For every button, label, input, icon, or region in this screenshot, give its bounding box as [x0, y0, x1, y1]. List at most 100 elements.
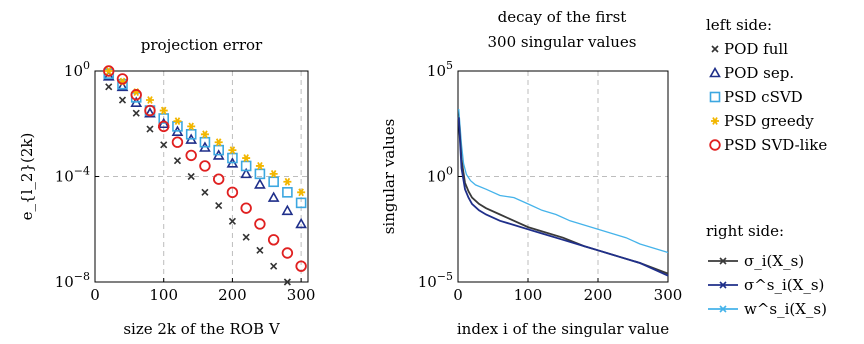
- point-2-10: [240, 160, 252, 172]
- point-4-14: [295, 260, 307, 272]
- y-tick-label-0: 105: [427, 59, 453, 80]
- series-3: [104, 67, 306, 197]
- point-4-0: [103, 65, 115, 77]
- x-tick-label-2: 200: [218, 286, 247, 304]
- point-1-10: [240, 167, 253, 179]
- legend-label-1: σ^s_i(X_s): [744, 276, 824, 294]
- point-2-12: [268, 176, 279, 188]
- point-4-1: [116, 73, 129, 85]
- legend-marker-1: [719, 281, 727, 289]
- point-2-11: [254, 168, 266, 180]
- point-4-4: [158, 120, 170, 133]
- point-4-6: [185, 149, 197, 162]
- point-4-12: [267, 234, 280, 246]
- series-4: [103, 65, 307, 272]
- point-0-13: [283, 278, 291, 286]
- x-tick-label-1: 100: [514, 286, 543, 304]
- point-0-10: [242, 233, 250, 241]
- series-line-2: [458, 108, 669, 254]
- point-3-8: [214, 138, 223, 147]
- legend-label-2: w^s_i(X_s): [744, 300, 827, 318]
- legend-marker-1: [709, 66, 721, 78]
- point-0-4: [160, 141, 168, 149]
- point-3-13: [283, 177, 292, 186]
- series-1: [102, 70, 307, 229]
- point-0-0: [105, 83, 113, 91]
- point-3-6: [187, 122, 196, 131]
- point-2-13: [282, 187, 293, 198]
- x-tick-label-0: 0: [90, 286, 100, 304]
- point-0-6: [187, 172, 195, 181]
- legend-label-1: POD sep.: [724, 64, 794, 82]
- point-3-14: [297, 188, 306, 197]
- y-tick-label-1: 100: [427, 165, 453, 186]
- point-1-3: [144, 107, 156, 118]
- x-tick-label-0: 0: [453, 286, 463, 304]
- point-4-11: [254, 218, 266, 230]
- point-0-3: [146, 125, 154, 133]
- x-axis-label: size 2k of the ROB V: [123, 320, 281, 338]
- point-2-8: [213, 144, 224, 156]
- legend-marker-2: [719, 305, 727, 313]
- plot-projection-error: 0 100 200 300 100 10−4 10−8 projection error siz…: [18, 36, 315, 338]
- y-axis-label: singular values: [380, 119, 398, 235]
- point-4-3: [144, 104, 156, 117]
- y-axis-label: e_{l_2}(2k): [18, 133, 36, 221]
- point-4-8: [212, 173, 225, 185]
- point-2-6: [185, 129, 197, 140]
- point-1-11: [254, 178, 266, 189]
- point-1-1: [116, 80, 129, 92]
- point-1-14: [295, 217, 307, 229]
- series-0: [105, 83, 291, 286]
- point-4-5: [171, 136, 184, 148]
- point-3-12: [269, 169, 278, 178]
- point-0-11: [256, 246, 264, 254]
- point-0-12: [270, 262, 278, 270]
- y-tick-label-0: 100: [64, 59, 90, 80]
- legend-marker-3: [711, 117, 719, 125]
- point-0-9: [228, 217, 236, 225]
- point-2-7: [199, 136, 211, 148]
- point-4-10: [240, 202, 252, 214]
- legend-right-entries: σ_i(X_s) σ^s_i(X_s) w^s_i(X_s): [708, 252, 827, 318]
- point-3-4: [159, 106, 168, 115]
- chart-title: projection error: [141, 36, 263, 54]
- series-line-0: [457, 117, 669, 275]
- x-tick-label-1: 100: [149, 286, 178, 304]
- chart-title-line-2: 300 singular values: [488, 33, 637, 51]
- legend-label-3: PSD greedy: [724, 112, 814, 130]
- point-3-0: [104, 67, 113, 75]
- chart-title-line-1: decay of the first: [498, 8, 627, 26]
- point-3-5: [173, 117, 182, 126]
- point-4-7: [199, 160, 211, 172]
- data-lines: [457, 108, 669, 277]
- x-tick-label-3: 300: [287, 286, 316, 304]
- point-4-2: [130, 89, 142, 101]
- point-3-3: [145, 96, 154, 104]
- legend-label-0: σ_i(X_s): [744, 252, 804, 270]
- point-0-8: [215, 201, 223, 210]
- legend-marker-0: [711, 45, 719, 53]
- plot-singular-values: 0 100 200 300 105 100 10−5 decay of the first 30…: [380, 8, 682, 338]
- point-2-1: [117, 78, 128, 90]
- point-0-1: [118, 96, 127, 104]
- point-3-10: [242, 154, 251, 162]
- x-tick-label-3: 300: [654, 286, 683, 304]
- point-1-13: [281, 204, 294, 216]
- legend-left-title: left side:: [706, 16, 772, 34]
- point-0-7: [201, 188, 209, 196]
- y-tick-label-2: 10−5: [418, 270, 453, 291]
- legend-label-2: PSD cSVD: [724, 88, 803, 106]
- legend-right-title: right side:: [706, 222, 784, 240]
- point-3-9: [228, 146, 237, 155]
- series-line-1: [457, 117, 669, 277]
- x-axis-label: index i of the singular value: [457, 320, 669, 338]
- legend-marker-2: [709, 91, 721, 103]
- legend-left-entries: POD full POD sep. PSD cSVD PSD greedy PSD SV…: [709, 40, 827, 154]
- point-2-4: [158, 113, 170, 124]
- legend-marker-0: [719, 257, 727, 265]
- point-0-5: [173, 157, 182, 165]
- x-tick-label-2: 200: [584, 286, 613, 304]
